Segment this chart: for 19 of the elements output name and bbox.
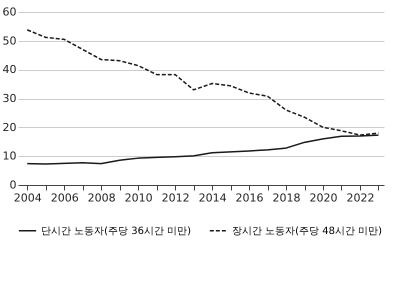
x-tick-label: 2004	[14, 192, 42, 204]
y-tick-label: 50	[2, 34, 16, 48]
x-tick-label: 2018	[272, 192, 301, 204]
y-tick-label: 30	[2, 92, 16, 105]
y-tick-label: 0	[10, 178, 16, 192]
y-tick-label: 10	[2, 150, 16, 163]
x-tick-label: 2020	[310, 192, 338, 204]
legend-label: 단시간 노동자(주당 36시간 미만)	[41, 226, 192, 237]
x-tick-label: 2010	[124, 192, 153, 204]
x-tick-label: 2016	[236, 192, 264, 204]
y-tick-label: 60	[2, 6, 16, 18]
x-tick-label: 2012	[162, 192, 190, 204]
x-tick-label: 2014	[198, 192, 227, 204]
y-tick-label: 20	[2, 120, 16, 134]
x-tick-label: 2022	[346, 192, 374, 204]
legend-label: 장시간 노동자(주당 48시간 미만)	[232, 226, 382, 237]
x-tick-label: 2006	[50, 192, 79, 204]
x-tick-label: 2008	[88, 192, 116, 204]
y-tick-label: 40	[2, 63, 16, 76]
